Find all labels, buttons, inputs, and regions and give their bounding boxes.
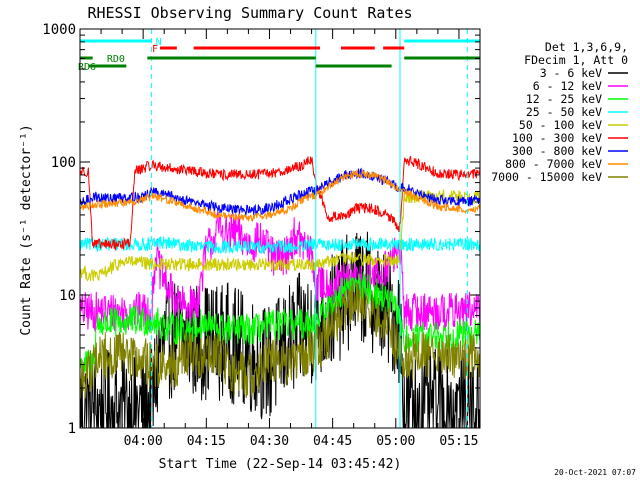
y-tick-label: 1000 [42,22,76,38]
flag-label-F: F [152,44,158,55]
flag-label-RD0: RD0 [107,54,125,65]
series-line-25_50keV [79,236,481,255]
y-tick-label: 1 [68,421,76,437]
y-tick-label: 100 [51,155,76,171]
legend-entry-label: 25 - 50 keV [526,105,602,119]
legend-entry-label: 7000 - 15000 keV [491,170,602,184]
legend-entry-label: 3 - 6 keV [540,66,602,80]
legend-entry-label: 12 - 25 keV [526,92,602,106]
series-line-50_100keV [79,188,481,282]
series-lines [79,155,481,429]
x-tick-label: 04:00 [124,434,163,449]
legend-header-line-1: Det 1,3,6,9, [545,40,628,54]
x-tick-label: 04:30 [250,434,289,449]
series-line-7000_15000keV [79,279,481,399]
series-line-3_6keV [79,231,481,429]
legend-entry-label: 50 - 100 keV [519,118,602,132]
x-tick-label: 05:00 [376,434,415,449]
legend: Det 1,3,6,9, FDecim 1, Att 0 3 - 6 keV6 … [491,40,628,184]
x-tick-label: 05:15 [439,434,478,449]
legend-entry-label: 800 - 7000 keV [505,157,602,171]
footer-timestamp: 20-Oct-2021 07:07 [554,468,636,477]
legend-entry-label: 6 - 12 keV [533,79,602,93]
y-tick-label: 10 [59,288,76,304]
flag-bars: NF RD0 RD6 [78,37,480,73]
flag-label-RD6: RD6 [78,62,96,73]
y-axis-label: Count Rate (s⁻¹ detector⁻¹) [19,124,34,335]
series-line-800_7000keV [79,168,481,223]
x-tick-label: 04:15 [187,434,226,449]
event-lines [151,29,468,428]
x-axis-label: Start Time (22-Sep-14 03:45:42) [159,457,402,472]
x-tick-label: 04:45 [313,434,352,449]
flag-label-N: N [156,37,162,48]
series-line-100_300keV [79,155,481,252]
legend-entry-label: 300 - 800 keV [512,144,602,158]
plot-frame [79,28,481,429]
legend-header-line-2: FDecim 1, Att 0 [524,53,628,67]
axes: 1 10 100 1000 04:00 04:15 04:30 04:45 05:00 05:15 [42,22,481,449]
chart-title: RHESSI Observing Summary Count Rates [87,4,412,22]
legend-entry-label: 100 - 300 keV [512,131,602,145]
